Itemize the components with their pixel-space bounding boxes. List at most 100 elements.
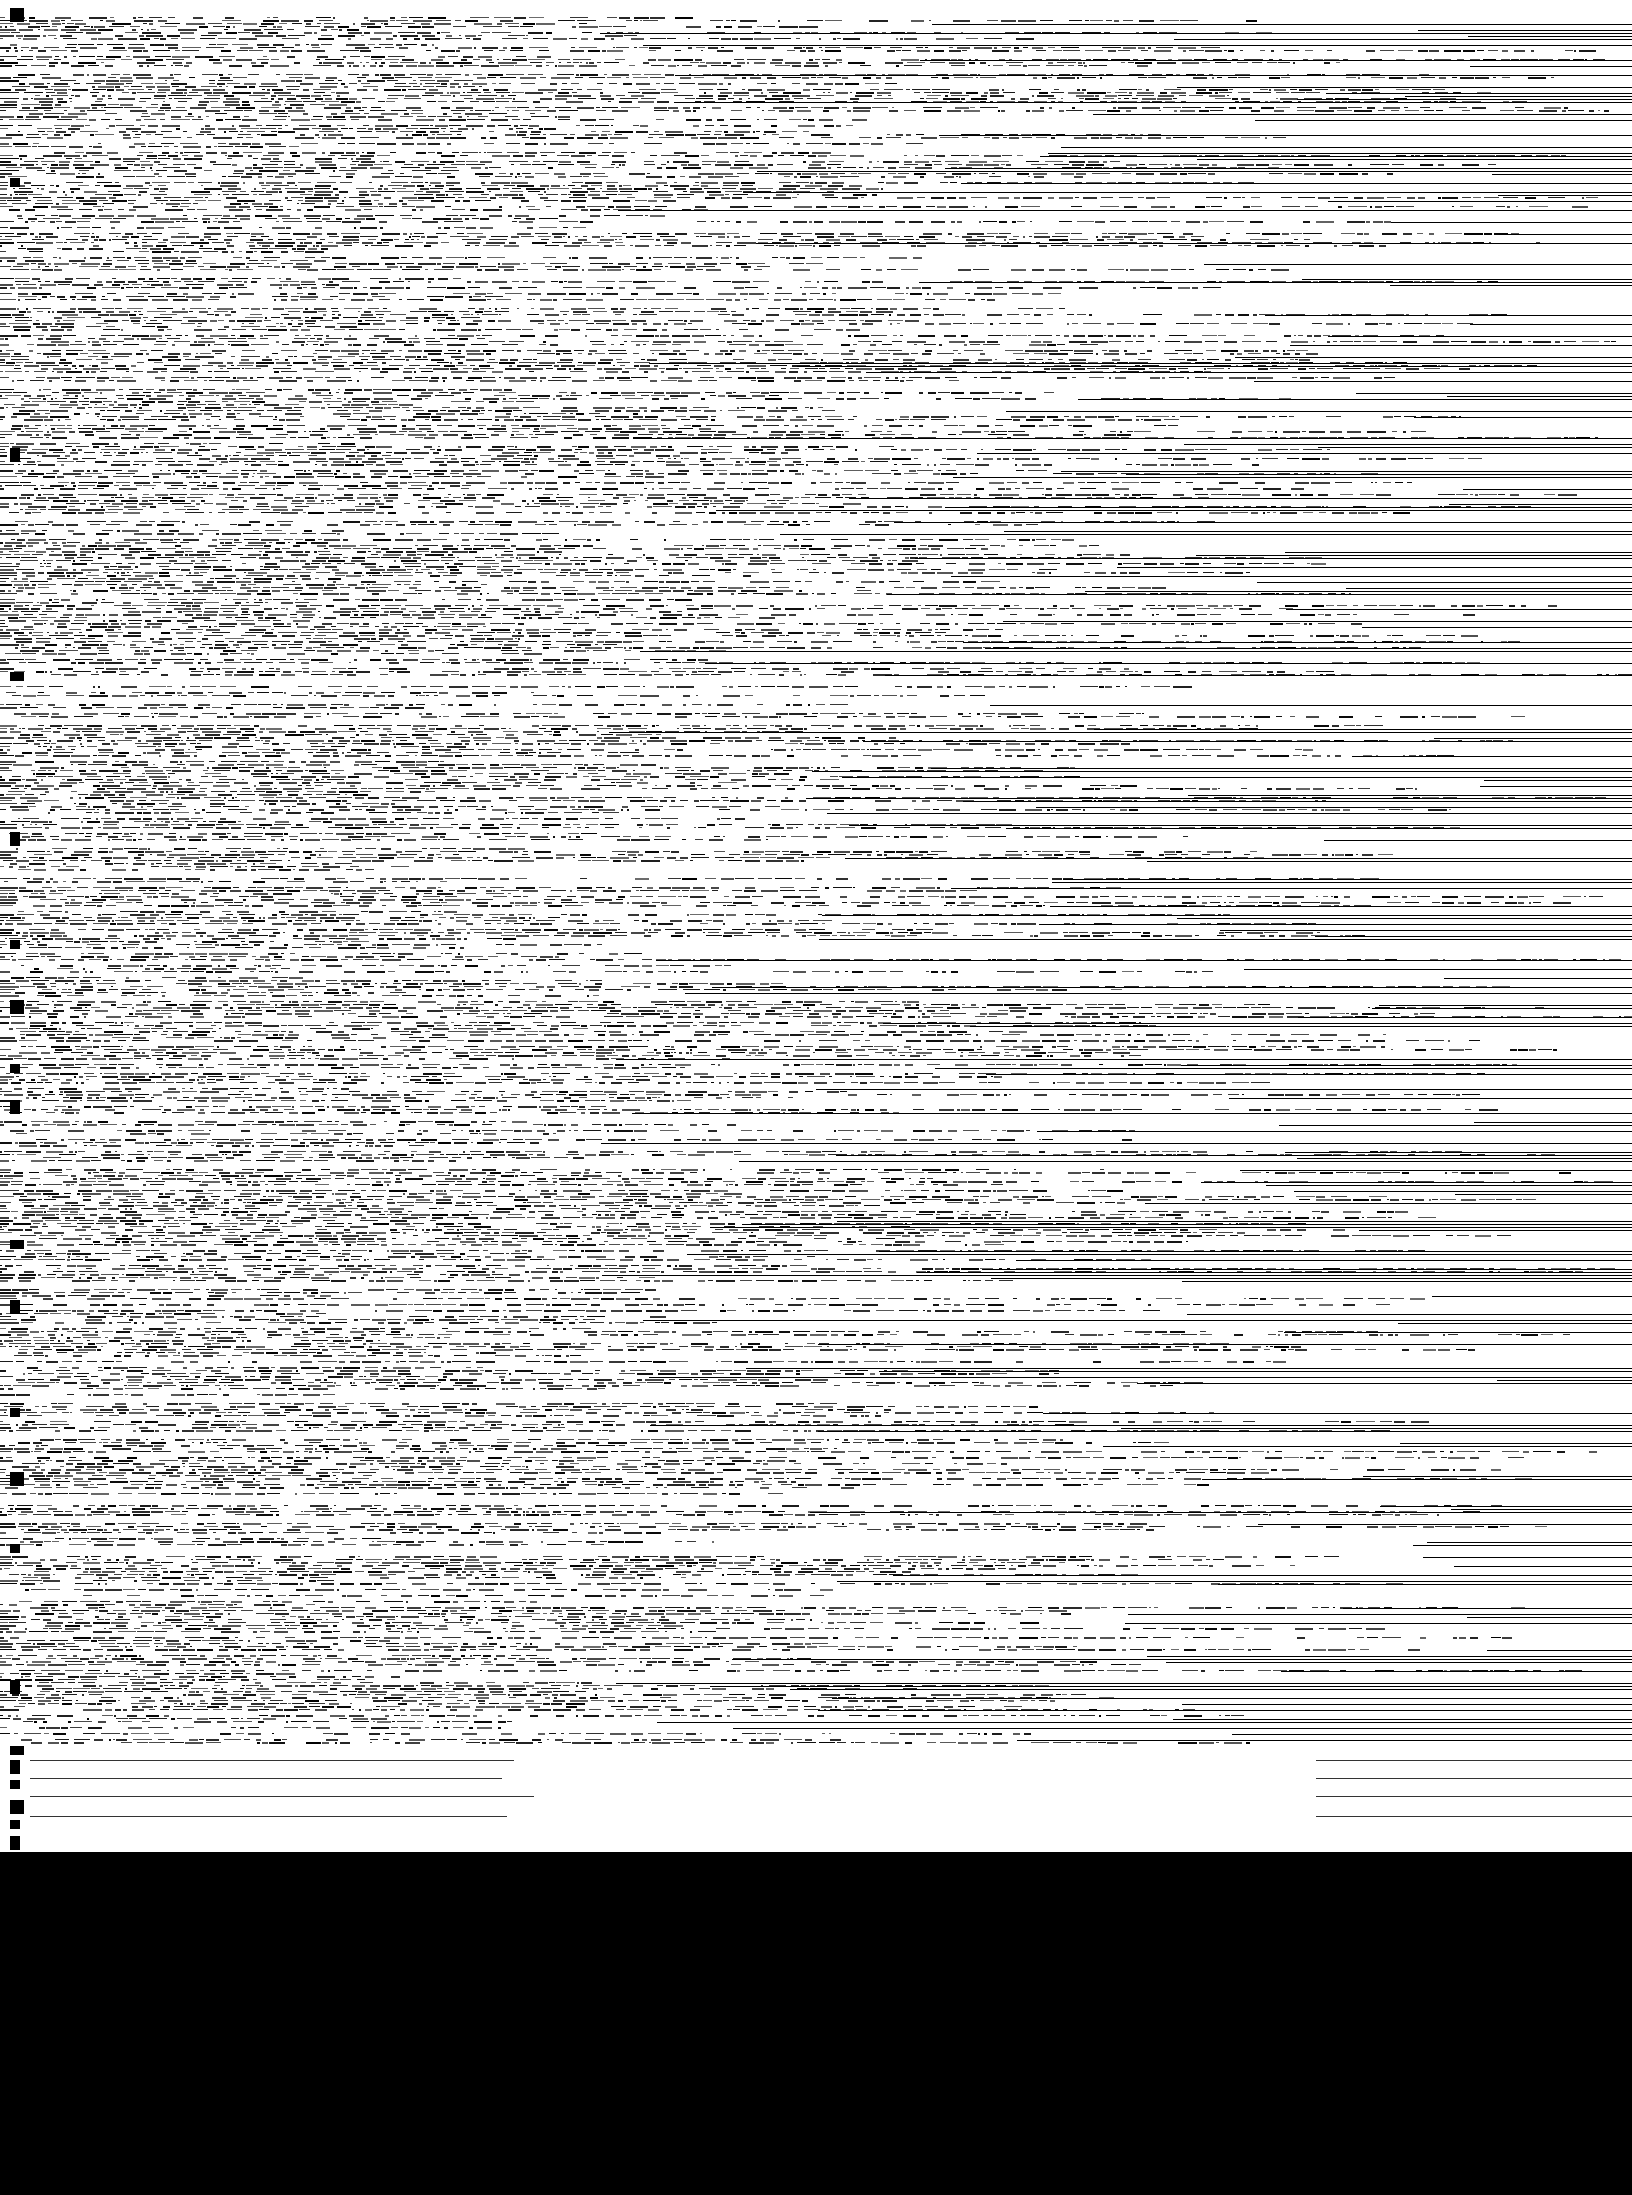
noise-segment: [668, 107, 678, 109]
noise-segment: [18, 248, 26, 249]
noise-segment: [1002, 47, 1011, 48]
noise-segment: [269, 248, 287, 249]
noise-segment: [1229, 107, 1236, 109]
noise-segment: [331, 92, 335, 93]
noise-segment: [1529, 206, 1548, 207]
noise-segment: [532, 281, 545, 283]
noise-segment: [1370, 164, 1389, 165]
noise-segment: [451, 356, 465, 358]
noise-segment: [626, 77, 629, 78]
noise-segment: [572, 188, 582, 189]
noise-segment: [23, 38, 37, 40]
noise-segment: [817, 281, 819, 283]
noise-segment: [171, 236, 185, 238]
noise-segment: [488, 320, 495, 322]
noise-segment: [160, 26, 177, 27]
noise-segment: [533, 161, 540, 162]
noise-segment: [301, 281, 315, 283]
noise-segment: [803, 89, 810, 91]
noise-segment: [636, 257, 643, 259]
noise-segment: [505, 23, 519, 24]
noise-segment: [651, 308, 661, 309]
noise-segment: [51, 95, 68, 96]
noise-segment: [1170, 164, 1172, 165]
noise-segment: [551, 185, 560, 187]
noise-segment: [733, 95, 749, 96]
noise-segment: [1216, 269, 1229, 270]
noise-segment: [1281, 197, 1292, 198]
noise-segment: [423, 356, 427, 358]
noise-segment: [365, 320, 382, 321]
noise-segment: [246, 137, 253, 138]
noise-segment: [1294, 335, 1296, 336]
noise-segment: [1094, 245, 1109, 246]
noise-segment: [1512, 101, 1527, 102]
noise-segment: [379, 206, 383, 207]
noise-segment: [114, 170, 131, 171]
noise-segment: [61, 62, 69, 64]
noise-segment: [300, 134, 305, 136]
noise-segment: [138, 194, 141, 196]
noise-segment: [984, 92, 988, 94]
noise-segment: [1232, 242, 1251, 243]
noise-segment: [328, 134, 343, 136]
noise-segment: [204, 92, 212, 94]
noise-segment: [181, 203, 191, 204]
noise-segment: [614, 134, 622, 135]
noise-segment: [133, 50, 142, 52]
noise-segment: [499, 50, 505, 51]
noise-segment: [557, 74, 574, 75]
noise-segment: [51, 164, 58, 166]
noise-segment: [600, 92, 603, 94]
noise-segment: [158, 242, 166, 243]
noise-segment: [1088, 161, 1099, 163]
noise-segment: [57, 92, 67, 94]
noise-segment: [539, 50, 549, 51]
noise-segment: [301, 143, 318, 144]
noise-segment: [619, 17, 630, 19]
noise-segment: [58, 101, 67, 103]
noise-segment: [825, 143, 831, 144]
noise-segment: [51, 20, 60, 22]
noise-segment: [305, 197, 323, 199]
noise-segment: [427, 101, 436, 102]
noise-segment: [119, 311, 130, 313]
noise-segment: [640, 236, 652, 237]
noise-segment: [755, 341, 770, 342]
noise-segment: [420, 83, 422, 85]
noise-segment: [572, 242, 582, 244]
noise-segment: [457, 134, 461, 135]
noise-segment: [793, 257, 805, 259]
noise-segment: [54, 281, 72, 283]
noise-segment: [1074, 176, 1083, 178]
noise-segment: [0, 164, 17, 166]
noise-segment: [154, 173, 159, 175]
noise-segment: [132, 335, 149, 337]
noise-segment: [462, 152, 478, 153]
scan-rule: [675, 75, 1632, 76]
noise-segment: [1118, 95, 1132, 96]
noise-segment: [408, 281, 410, 282]
noise-segment: [467, 353, 484, 355]
noise-segment: [79, 170, 89, 171]
noise-segment: [413, 176, 423, 178]
noise-segment: [1149, 164, 1167, 165]
noise-segment: [45, 113, 64, 114]
noise-segment: [132, 131, 138, 132]
noise-segment: [166, 260, 170, 261]
noise-segment: [588, 308, 605, 309]
noise-segment: [0, 200, 6, 201]
noise-segment: [338, 80, 342, 81]
noise-segment: [644, 164, 655, 165]
noise-segment: [916, 239, 919, 240]
noise-segment: [269, 200, 281, 201]
noise-segment: [319, 20, 333, 21]
noise-segment: [832, 293, 836, 294]
noise-segment: [362, 107, 367, 108]
noise-segment: [489, 359, 495, 360]
noise-segment: [475, 173, 493, 175]
noise-segment: [482, 314, 498, 315]
noise-segment: [435, 185, 444, 187]
noise-segment: [28, 194, 42, 195]
noise-segment: [252, 203, 262, 205]
